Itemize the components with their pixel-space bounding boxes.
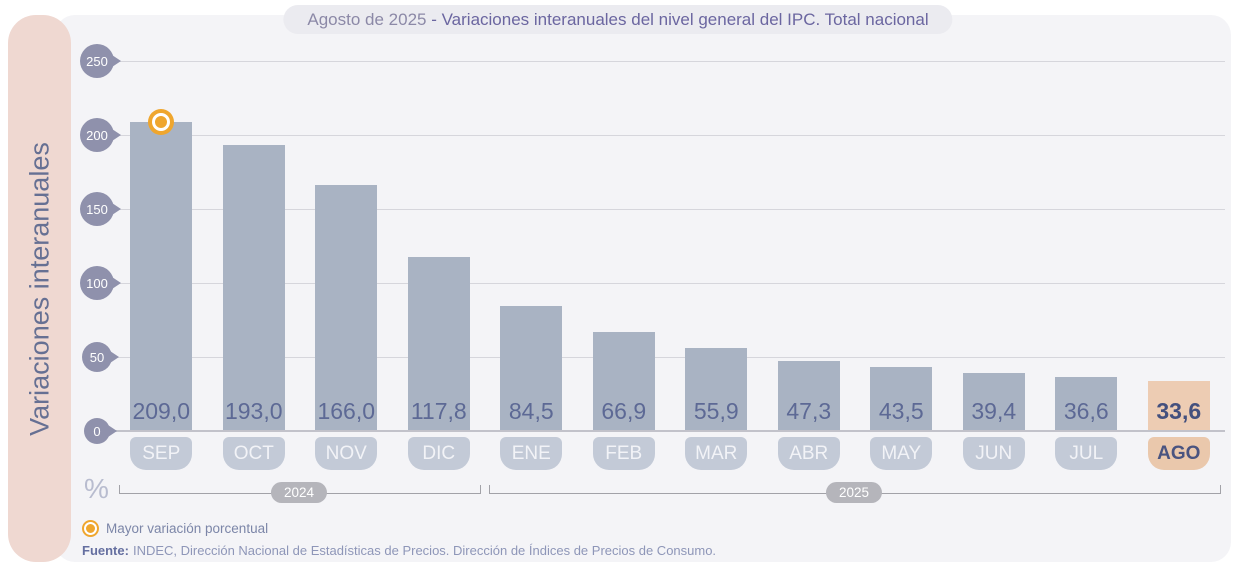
month-chip-ene: ENE [500, 437, 563, 470]
bar-jul [1055, 376, 1118, 431]
y-axis-title-band [8, 15, 71, 562]
bar-mar [685, 348, 748, 431]
source-prefix: Fuente: [82, 543, 129, 558]
bar-abr [777, 360, 840, 431]
month-chip-jul: JUL [1055, 437, 1118, 470]
y-tick-pin-0: 0 [84, 418, 117, 444]
month-chip-jun: JUN [962, 437, 1025, 470]
bar-dic [407, 256, 470, 431]
gridline-0 [115, 430, 1225, 432]
bar-feb [592, 331, 655, 431]
source-note: Fuente: INDEC, Dirección Nacional de Esta… [82, 543, 716, 558]
bar-sep [130, 121, 193, 431]
month-chip-sep: SEP [130, 437, 193, 470]
month-chip-dic: DIC [407, 437, 470, 470]
month-chip-oct: OCT [222, 437, 285, 470]
gridline-250 [115, 60, 1225, 62]
y-tick-pin-200: 200 [80, 118, 121, 152]
gridline-200 [115, 134, 1225, 136]
chart-title-period: Agosto de 2025 [307, 10, 427, 29]
source-text: INDEC, Dirección Nacional de Estadística… [132, 543, 717, 558]
y-tick-pin-50: 50 [82, 342, 119, 372]
bar-nov [315, 185, 378, 431]
chart-title-main: - Variaciones interanuales del nivel gen… [431, 10, 929, 29]
gridline-150 [115, 208, 1225, 210]
month-chip-may: MAY [870, 437, 933, 470]
bar-value-ene: 84,5 [508, 398, 554, 424]
month-chip-mar: MAR [685, 437, 748, 470]
bar-value-ago: 33,6 [1156, 398, 1202, 424]
gridline-100 [115, 282, 1225, 284]
bar-value-abr: 47,3 [786, 398, 832, 424]
bar-value-may: 43,5 [878, 398, 924, 424]
year-pill-2024: 2024 [270, 482, 328, 503]
bar-ene [500, 305, 563, 431]
bar-jun [962, 372, 1025, 431]
bar-value-sep: 209,0 [132, 398, 191, 424]
bar-value-nov: 166,0 [317, 398, 376, 424]
month-chip-ago: AGO [1147, 437, 1210, 470]
chart-title: Agosto de 2025 - Variaciones interanuale… [283, 5, 953, 34]
legend-label: Mayor variación porcentual [106, 521, 269, 536]
bar-may [870, 366, 933, 431]
bar-value-jul: 36,6 [1063, 398, 1109, 424]
month-chip-nov: NOV [315, 437, 378, 470]
orange-ring-icon [84, 522, 97, 535]
bar-value-oct: 193,0 [224, 398, 283, 424]
percent-unit-label: % [84, 473, 109, 504]
y-tick-pin-100: 100 [80, 266, 121, 300]
month-chip-feb: FEB [592, 437, 655, 470]
y-tick-pin-150: 150 [80, 192, 121, 226]
month-chip-abr: ABR [777, 437, 840, 470]
bar-value-mar: 55,9 [693, 398, 739, 424]
bar-value-feb: 66,9 [601, 398, 647, 424]
gridline-50 [115, 356, 1225, 358]
bar-value-dic: 117,8 [410, 398, 467, 424]
peak-marker-icon [152, 112, 171, 131]
legend: Mayor variación porcentual [82, 521, 268, 536]
y-tick-pin-250: 250 [80, 44, 121, 78]
bar-value-jun: 39,4 [971, 398, 1017, 424]
bar-ago [1147, 381, 1210, 431]
y-axis-title: Variaciones interanuales [24, 142, 55, 436]
year-pill-2025: 2025 [825, 482, 883, 503]
chart-panel: % Mayor variación porcentual Fuente: INDE… [55, 15, 1231, 562]
bar-oct [222, 145, 285, 431]
